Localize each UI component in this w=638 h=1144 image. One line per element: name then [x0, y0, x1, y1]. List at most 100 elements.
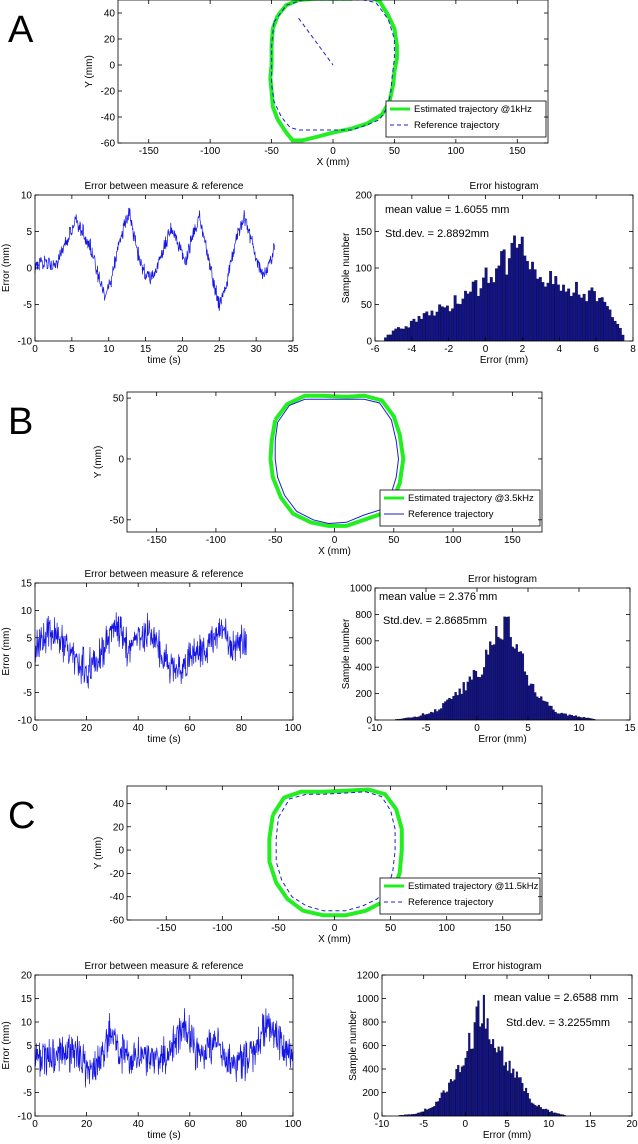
- histogram-bar: [497, 636, 500, 721]
- histogram-bar: [531, 684, 535, 721]
- histogram-bar: [433, 1106, 436, 1117]
- histogram-bar: [476, 295, 480, 342]
- histogram-bar: [435, 1101, 438, 1117]
- histogram-bar: [407, 327, 411, 342]
- x-tick-label: 0: [474, 723, 480, 734]
- histogram-bar: [543, 1109, 546, 1117]
- x-tick-label: -50: [268, 535, 283, 546]
- histogram-bar: [559, 290, 563, 342]
- histogram-bar: [508, 1060, 511, 1117]
- histogram-bar: [458, 304, 462, 342]
- y-tick-label: -60: [110, 916, 125, 927]
- histogram-bar: [446, 305, 449, 342]
- histogram-bars: [395, 616, 596, 721]
- chart-c-6: Estimated trajectory @11.5kHz Reference t…: [93, 785, 543, 945]
- histogram-bar: [512, 1068, 515, 1117]
- histogram-bar: [582, 293, 586, 342]
- histogram-bar: [546, 282, 550, 342]
- x-tick-label: 20: [626, 1119, 638, 1130]
- x-tick-label: 100: [285, 723, 302, 734]
- histogram-bar: [514, 1077, 517, 1117]
- histogram-bar: [442, 1090, 445, 1117]
- histogram-bar: [593, 291, 596, 342]
- chart-title: Error histogram: [468, 574, 537, 585]
- histogram-bar: [540, 696, 543, 721]
- x-tick-label: -4: [407, 344, 416, 355]
- histogram-bar: [562, 713, 565, 721]
- x-tick-label: 10: [103, 344, 115, 355]
- histogram-bar: [440, 306, 444, 342]
- histogram-bar: [492, 1039, 495, 1117]
- histogram-bar: [448, 1082, 451, 1117]
- histogram-bar: [420, 1111, 423, 1117]
- y-tick-label: 50: [113, 394, 125, 405]
- histogram-bar: [580, 297, 583, 342]
- histogram-bar: [386, 334, 390, 342]
- histogram-bar: [473, 1022, 476, 1117]
- histogram-bar: [570, 715, 574, 721]
- histogram-bar: [528, 1098, 531, 1117]
- error-series-line: [34, 1008, 294, 1088]
- histogram-bar: [490, 1044, 493, 1117]
- histogram-bar: [415, 717, 418, 721]
- x-tick-label: 25: [214, 344, 226, 355]
- histogram-bar: [461, 298, 465, 342]
- histogram-bar: [472, 669, 476, 721]
- x-tick-label: 0: [332, 923, 338, 934]
- x-tick-label: 0: [32, 723, 38, 734]
- x-tick-label: 0: [32, 1119, 38, 1130]
- legend-box: [379, 877, 541, 915]
- histogram-bar: [568, 714, 571, 721]
- histogram-bar: [500, 251, 504, 342]
- x-tick-label: -150: [147, 535, 167, 546]
- histogram-bar: [391, 330, 395, 342]
- y-tick-label: 15: [21, 994, 33, 1005]
- x-tick-label: 150: [494, 923, 511, 934]
- y-tick-label: -20: [101, 87, 116, 98]
- histogram-bar: [521, 653, 525, 721]
- y-tick-label: -5: [23, 1088, 32, 1099]
- histogram-bar: [424, 1108, 427, 1117]
- histogram-bar: [466, 293, 470, 342]
- histogram-bar: [487, 282, 491, 342]
- histogram-bar: [504, 1062, 507, 1117]
- histogram-bar: [446, 1091, 449, 1117]
- histogram-bar: [466, 681, 469, 721]
- x-axis-label: Error (mm): [480, 355, 528, 366]
- histogram-bar: [538, 697, 541, 721]
- histogram-bar: [556, 713, 559, 721]
- histogram-bar: [539, 1107, 542, 1117]
- histogram-bar: [548, 705, 551, 721]
- histogram-bar: [532, 1103, 535, 1117]
- y-tick-label: 1200: [357, 971, 380, 982]
- histogram-bar: [476, 676, 480, 721]
- histogram-bar: [436, 711, 439, 721]
- histogram-bar: [526, 1093, 529, 1117]
- histogram-bar: [502, 249, 506, 342]
- x-tick-label: 35: [287, 344, 299, 355]
- chart-title: Error histogram: [470, 181, 539, 192]
- histogram-bar: [426, 1109, 429, 1117]
- histogram-bar: [517, 1077, 520, 1117]
- histogram-bar: [595, 301, 599, 342]
- histogram-bar: [419, 715, 423, 721]
- y-tick-label: 10: [21, 1018, 33, 1029]
- histogram-bar: [530, 1102, 533, 1117]
- histogram-bar: [577, 294, 581, 342]
- histogram-bar: [462, 1065, 465, 1117]
- histogram-bar: [487, 654, 490, 721]
- histogram-bar: [449, 1079, 452, 1117]
- histogram-bar: [560, 712, 563, 721]
- histogram-bar: [542, 700, 545, 721]
- histogram-bar: [482, 277, 485, 342]
- histogram-bar: [421, 713, 425, 721]
- histogram-bar: [484, 1028, 487, 1117]
- y-tick-label: 200: [355, 689, 372, 700]
- y-tick-label: 40: [113, 799, 125, 810]
- histogram-bar: [564, 291, 568, 342]
- histogram-bar: [412, 318, 416, 342]
- histogram-bar: [567, 288, 571, 342]
- histogram-bar: [491, 645, 494, 721]
- x-axis-label: time (s): [147, 1130, 180, 1141]
- y-tick-label: 0: [26, 264, 32, 275]
